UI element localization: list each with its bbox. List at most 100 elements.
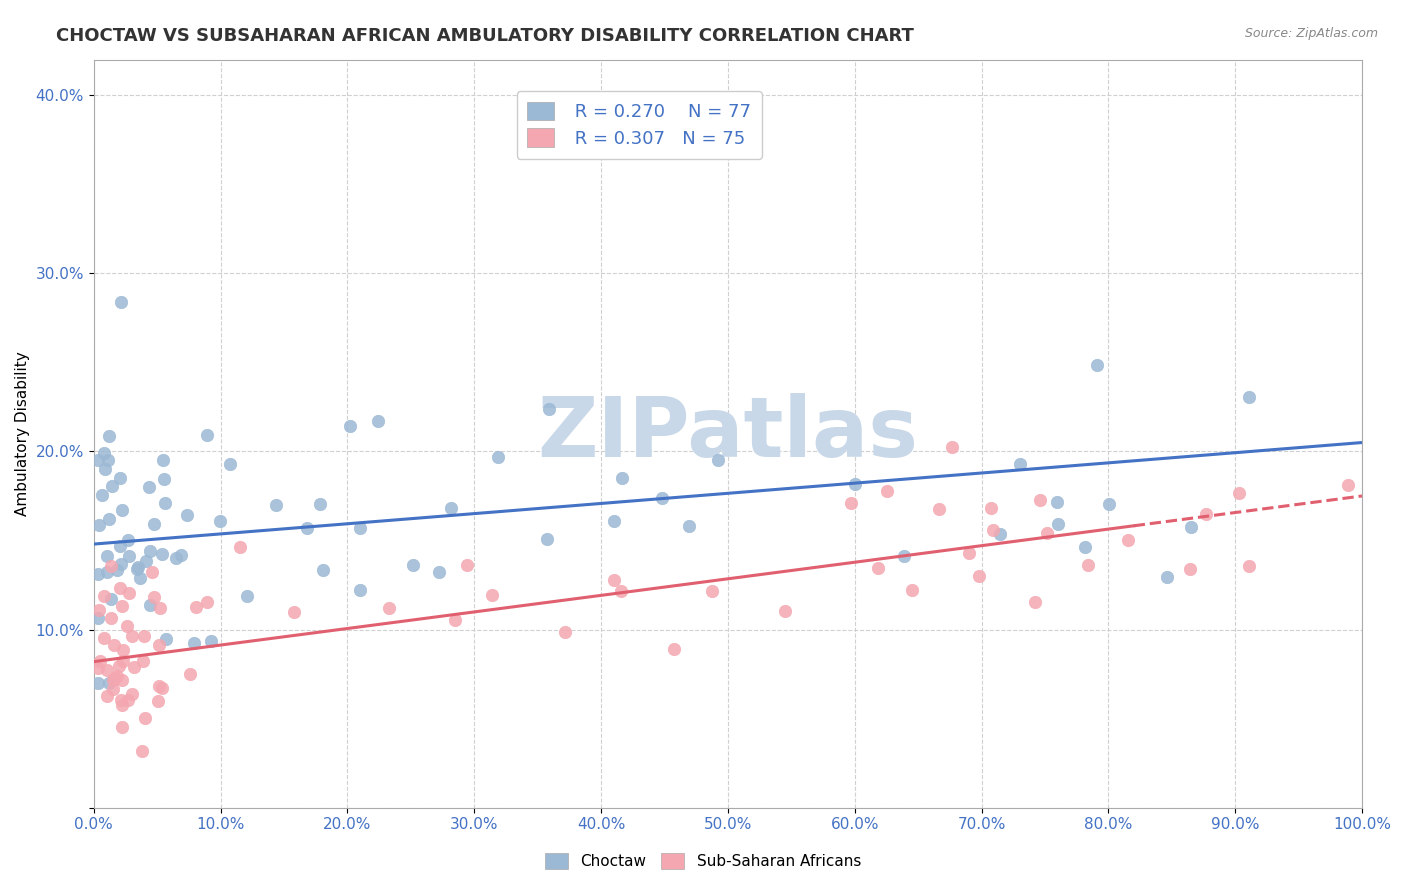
Point: [844, 476, 866, 491]
Point: [87, 452, 110, 467]
Point: [87, 518, 110, 533]
Point: [143, 591, 166, 605]
Point: [117, 693, 139, 707]
Point: [111, 599, 134, 614]
Point: [218, 457, 240, 471]
Point: [150, 547, 173, 561]
Point: [1180, 562, 1202, 576]
Point: [89, 654, 111, 668]
Point: [1074, 540, 1097, 554]
Point: [94, 462, 117, 476]
Point: [97, 453, 120, 467]
Point: [115, 619, 138, 633]
Point: [108, 659, 131, 673]
Point: [957, 546, 980, 560]
Point: [139, 598, 162, 612]
Point: [775, 604, 797, 618]
Point: [170, 549, 193, 563]
Point: [96, 689, 118, 703]
Point: [662, 641, 685, 656]
Point: [1085, 358, 1108, 372]
Point: [87, 603, 110, 617]
Point: [901, 582, 924, 597]
Point: [893, 549, 915, 563]
Point: [118, 586, 141, 600]
Point: [1047, 516, 1070, 531]
Point: [208, 515, 231, 529]
Point: [93, 589, 115, 603]
Point: [100, 558, 122, 573]
Point: [124, 659, 146, 673]
Point: [1077, 558, 1099, 573]
Point: [1097, 497, 1119, 511]
Point: [105, 669, 128, 683]
Point: [105, 563, 128, 577]
Point: [603, 573, 626, 587]
Point: [138, 544, 160, 558]
Point: [349, 582, 371, 597]
Point: [980, 500, 1002, 515]
Point: [1227, 486, 1250, 500]
Point: [111, 643, 134, 657]
Point: [96, 566, 118, 580]
Point: [928, 502, 950, 516]
Point: [93, 445, 115, 459]
Point: [98, 676, 121, 690]
Point: [339, 418, 361, 433]
Point: [651, 491, 673, 506]
Legend: Choctaw, Sub-Saharan Africans: Choctaw, Sub-Saharan Africans: [538, 847, 868, 875]
Point: [297, 521, 319, 535]
Point: [138, 480, 160, 494]
Point: [1035, 525, 1057, 540]
Legend:  R = 0.270    N = 77,  R = 0.307   N = 75: R = 0.270 N = 77, R = 0.307 N = 75: [516, 91, 762, 159]
Point: [1156, 570, 1178, 584]
Point: [110, 693, 132, 707]
Point: [536, 532, 558, 546]
Point: [155, 632, 177, 647]
Point: [93, 631, 115, 645]
Point: [86, 610, 108, 624]
Point: [1029, 492, 1052, 507]
Point: [456, 558, 478, 573]
Point: [148, 694, 170, 708]
Point: [86, 567, 108, 582]
Text: ZIPatlas: ZIPatlas: [537, 393, 918, 475]
Point: [134, 711, 156, 725]
Point: [112, 654, 135, 668]
Point: [612, 470, 634, 484]
Point: [538, 402, 561, 417]
Point: [110, 557, 132, 571]
Point: [100, 591, 122, 606]
Point: [118, 549, 141, 563]
Point: [101, 673, 124, 687]
Point: [309, 497, 332, 511]
Point: [1180, 520, 1202, 534]
Point: [377, 601, 399, 615]
Point: [967, 569, 990, 583]
Text: Source: ZipAtlas.com: Source: ZipAtlas.com: [1244, 27, 1378, 40]
Point: [141, 565, 163, 579]
Point: [98, 512, 121, 526]
Point: [195, 428, 218, 442]
Point: [1195, 507, 1218, 521]
Point: [149, 601, 172, 615]
Point: [96, 664, 118, 678]
Point: [1024, 595, 1046, 609]
Point: [108, 470, 131, 484]
Point: [153, 496, 176, 510]
Point: [1337, 478, 1360, 492]
Point: [100, 610, 122, 624]
Text: CHOCTAW VS SUBSAHARAN AFRICAN AMBULATORY DISABILITY CORRELATION CHART: CHOCTAW VS SUBSAHARAN AFRICAN AMBULATORY…: [56, 27, 914, 45]
Point: [609, 583, 631, 598]
Point: [108, 539, 131, 553]
Point: [988, 527, 1011, 541]
Y-axis label: Ambulatory Disability: Ambulatory Disability: [15, 351, 30, 516]
Point: [121, 629, 143, 643]
Point: [440, 501, 463, 516]
Point: [152, 472, 174, 486]
Point: [143, 516, 166, 531]
Point: [195, 595, 218, 609]
Point: [129, 571, 152, 585]
Point: [866, 561, 889, 575]
Point: [184, 599, 207, 614]
